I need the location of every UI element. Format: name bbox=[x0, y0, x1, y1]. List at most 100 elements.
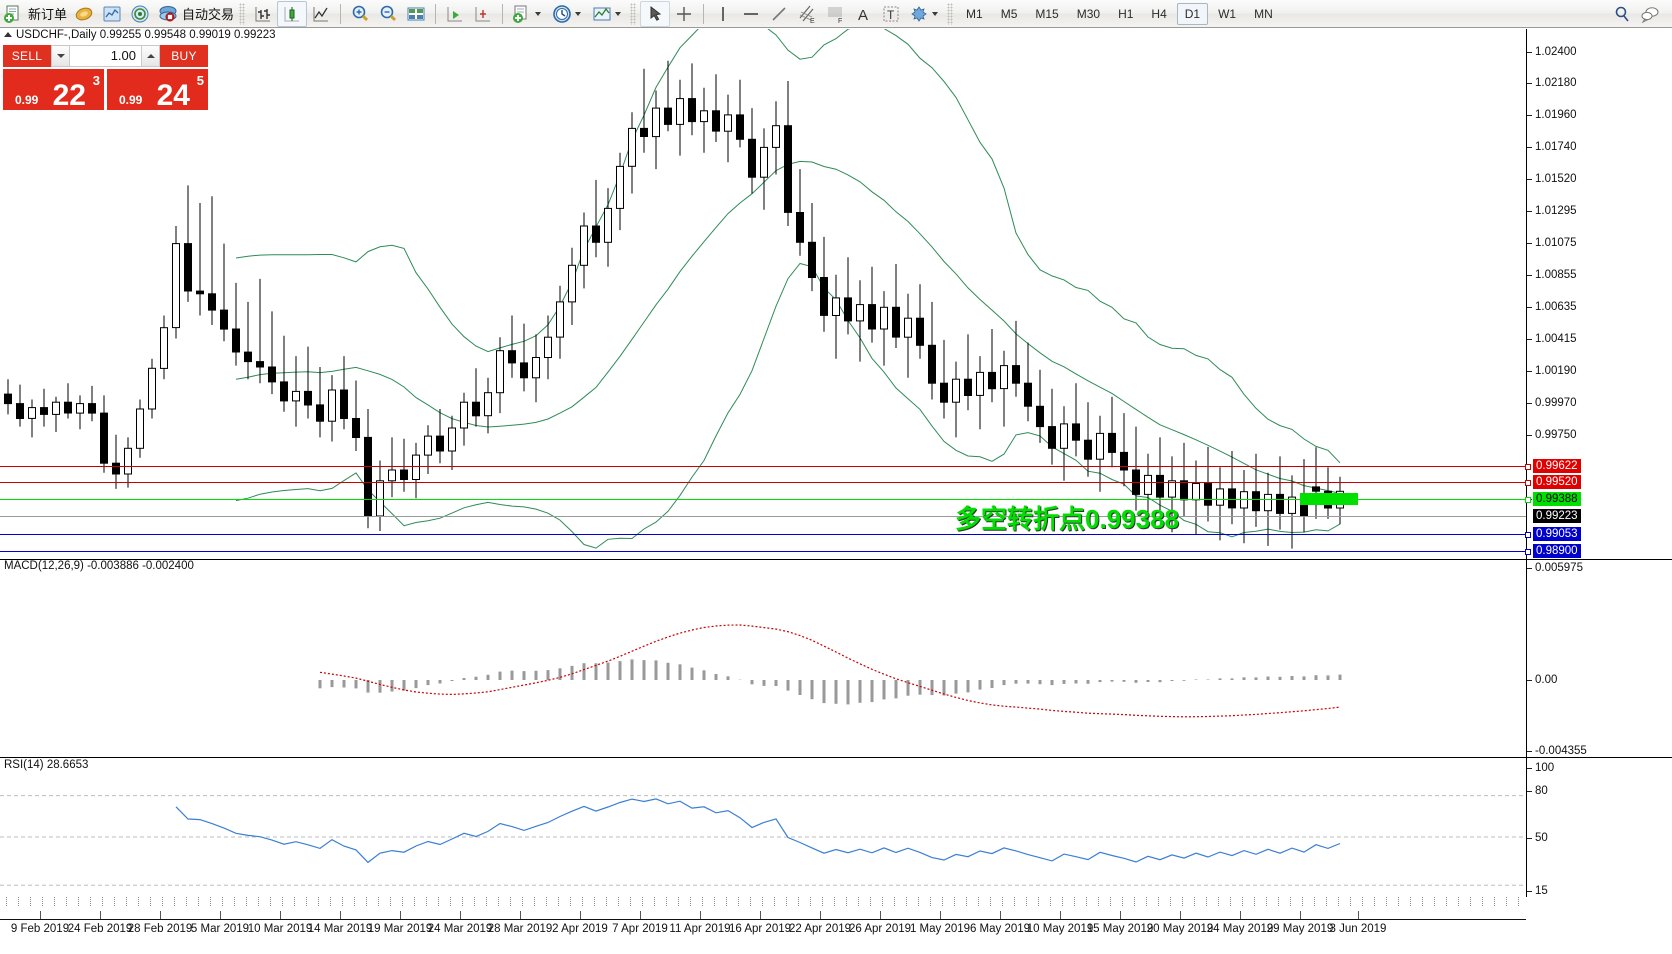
candlestick bbox=[892, 264, 900, 348]
timeframe-m30[interactable]: M30 bbox=[1076, 6, 1101, 21]
level-line-pivot-line[interactable] bbox=[0, 497, 1531, 503]
candlestick bbox=[208, 196, 216, 325]
level-line-resistance-1[interactable] bbox=[0, 464, 1531, 470]
price-level-tag-blue[interactable]: 0.99053 bbox=[1533, 527, 1581, 541]
zoom-in-button[interactable] bbox=[346, 1, 374, 27]
one-click-trading-panel[interactable]: SELL 1.00 BUY 0.99 22 3 0.99 24 5 bbox=[3, 45, 208, 111]
level-line-handle[interactable] bbox=[1525, 497, 1531, 503]
autotrade-button[interactable]: 自动交易 bbox=[154, 1, 237, 27]
cursor-button[interactable] bbox=[640, 0, 671, 27]
chart-window[interactable]: USDCHF-,Daily 0.99255 0.99548 0.99019 0.… bbox=[0, 29, 1672, 954]
market-watch-button[interactable] bbox=[98, 1, 126, 27]
candlestick bbox=[340, 356, 348, 430]
toolbar-grip-3[interactable] bbox=[947, 2, 954, 25]
date-tick bbox=[1000, 911, 1001, 919]
level-line-support-2[interactable] bbox=[0, 549, 1531, 555]
level-line-support-1[interactable] bbox=[0, 532, 1531, 538]
period-dropdown-caret[interactable] bbox=[575, 11, 582, 16]
candlestick bbox=[52, 396, 60, 432]
date-label: 11 Apr 2019 bbox=[669, 923, 731, 935]
templates-button[interactable] bbox=[588, 1, 628, 27]
date-minor-tick bbox=[570, 897, 571, 906]
period-button[interactable] bbox=[548, 1, 588, 27]
horizontal-line-button[interactable] bbox=[737, 1, 765, 27]
timeframe-m5[interactable]: M5 bbox=[1000, 6, 1018, 21]
text-label-button[interactable]: T bbox=[877, 1, 905, 27]
buy-price-fraction: 5 bbox=[196, 73, 204, 88]
trendline-button[interactable] bbox=[765, 1, 793, 27]
volume-stepper[interactable]: 1.00 bbox=[51, 45, 160, 67]
equidistant-channel-button[interactable]: E bbox=[793, 1, 821, 27]
date-minor-tick bbox=[246, 897, 247, 906]
volume-decrease-button[interactable] bbox=[52, 46, 70, 66]
vertical-line-button[interactable] bbox=[709, 1, 737, 27]
indicators-button[interactable] bbox=[508, 1, 548, 27]
candlestick bbox=[376, 460, 384, 531]
auto-scroll-button[interactable] bbox=[441, 1, 469, 27]
price-scale[interactable]: 1.02400 1.02180 1.01960 1.01740 1.01520 1.012… bbox=[1527, 29, 1672, 925]
volume-value[interactable]: 1.00 bbox=[110, 48, 136, 63]
level-line-current-price-line[interactable] bbox=[0, 516, 1526, 517]
date-label: 24 Feb 2019 bbox=[67, 923, 133, 935]
sell-price-display[interactable]: 0.99 22 3 bbox=[3, 67, 104, 111]
level-line-handle[interactable] bbox=[1525, 549, 1531, 555]
date-label: 10 Mar 2019 bbox=[247, 923, 313, 935]
price-tick bbox=[1527, 243, 1532, 244]
level-line-resistance-2[interactable] bbox=[0, 480, 1531, 486]
timeframe-m15[interactable]: M15 bbox=[1035, 6, 1059, 21]
toolbar-grip-2[interactable] bbox=[630, 2, 637, 25]
price-level-tag-green[interactable]: 0.99388 bbox=[1533, 492, 1581, 506]
date-minor-tick bbox=[66, 897, 67, 906]
search-button[interactable] bbox=[1608, 1, 1636, 27]
new-order-button[interactable]: 新订单 bbox=[0, 1, 70, 27]
zoom-out-button[interactable] bbox=[374, 1, 402, 27]
timeframe-w1[interactable]: W1 bbox=[1218, 6, 1237, 21]
candlestick bbox=[640, 68, 648, 153]
timeframe-d1[interactable]: D1 bbox=[1176, 2, 1209, 25]
shapes-button[interactable] bbox=[905, 1, 945, 27]
crosshair-button[interactable] bbox=[670, 1, 698, 27]
price-level-tag-blue[interactable]: 0.98900 bbox=[1533, 544, 1581, 558]
collapse-triangle-icon[interactable] bbox=[4, 32, 12, 37]
shapes-dropdown-caret[interactable] bbox=[932, 11, 939, 16]
rsi-scale-label: 80 bbox=[1535, 785, 1548, 797]
date-axis[interactable]: 9 Feb 2019 24 Feb 2019 28 Feb 2019 5 Mar 20… bbox=[0, 897, 1672, 954]
timeframe-mn[interactable]: MN bbox=[1254, 6, 1273, 21]
charts-button[interactable] bbox=[70, 1, 98, 27]
timeframe-m1[interactable]: M1 bbox=[966, 6, 983, 21]
templates-dropdown-caret[interactable] bbox=[615, 11, 622, 16]
horizontal-line-icon bbox=[740, 3, 762, 25]
date-minor-tick bbox=[150, 897, 151, 906]
sell-button[interactable]: SELL bbox=[3, 45, 51, 67]
date-minor-tick bbox=[390, 897, 391, 906]
sell-price-prefix: 0.99 bbox=[15, 93, 39, 107]
date-minor-tick bbox=[990, 897, 991, 906]
line-chart-button[interactable] bbox=[307, 1, 335, 27]
buy-button[interactable]: BUY bbox=[160, 45, 208, 67]
level-line-handle[interactable] bbox=[1525, 480, 1531, 486]
buy-price-display[interactable]: 0.99 24 5 bbox=[107, 67, 208, 111]
date-minor-tick bbox=[834, 897, 835, 906]
chat-button[interactable] bbox=[1636, 1, 1664, 27]
indicators-dropdown-caret[interactable] bbox=[535, 11, 542, 16]
candlestick bbox=[220, 243, 228, 342]
price-level-tag-red[interactable]: 0.99520 bbox=[1533, 475, 1581, 489]
level-line-handle[interactable] bbox=[1525, 532, 1531, 538]
level-line-handle[interactable] bbox=[1525, 464, 1531, 470]
date-minor-tick bbox=[978, 897, 979, 906]
price-level-tag-black[interactable]: 0.99223 bbox=[1533, 509, 1581, 523]
chart-shift-button[interactable] bbox=[469, 1, 497, 27]
text-button[interactable]: A bbox=[849, 1, 877, 27]
toolbar-grip[interactable] bbox=[239, 2, 246, 25]
volume-increase-button[interactable] bbox=[141, 46, 159, 66]
date-label: 20 May 2019 bbox=[1146, 923, 1214, 935]
timeframe-h1[interactable]: H1 bbox=[1118, 6, 1134, 21]
bar-chart-button[interactable] bbox=[249, 1, 277, 27]
candlestick bbox=[1072, 383, 1080, 457]
timeframe-h4[interactable]: H4 bbox=[1151, 6, 1167, 21]
fibonacci-button[interactable]: F bbox=[821, 1, 849, 27]
candlestick-button[interactable] bbox=[277, 0, 308, 27]
price-level-tag-red[interactable]: 0.99622 bbox=[1533, 459, 1581, 473]
navigator-button[interactable] bbox=[126, 1, 154, 27]
data-window-button[interactable] bbox=[402, 1, 430, 27]
